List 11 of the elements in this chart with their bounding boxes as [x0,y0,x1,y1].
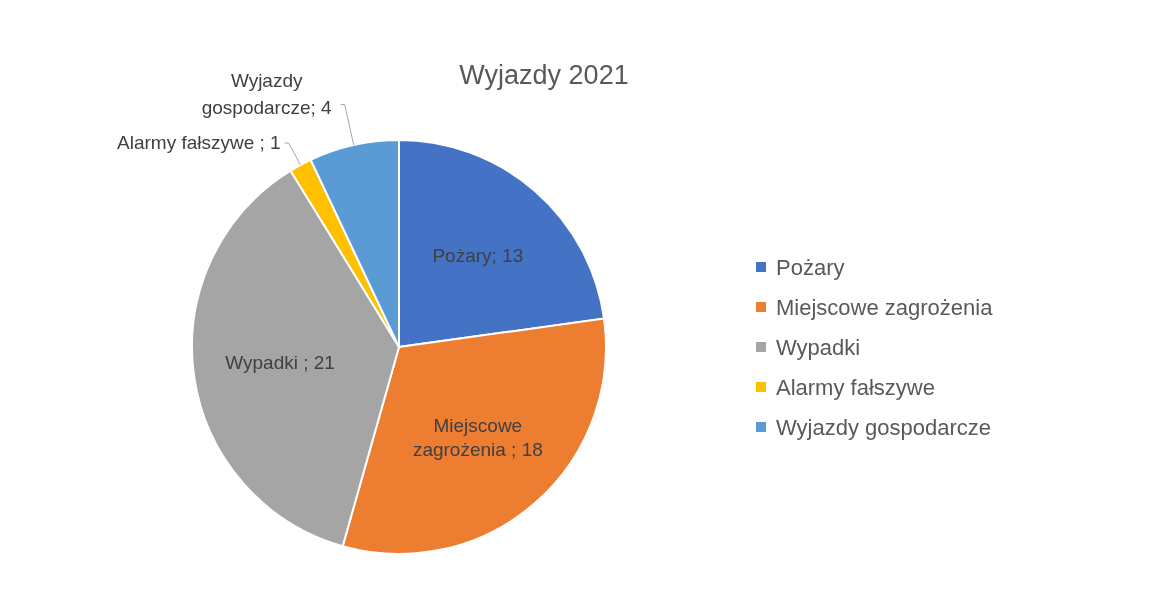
chart-title: Wyjazdy 2021 [459,60,629,90]
data-label: Miejscowe zagrożenia ; 18 [412,414,543,460]
data-label: Pożary; 13 [432,245,524,267]
data-label: Wypadki ; 21 [225,352,335,374]
data-label: Alarmy fałszywe ; 1 [117,132,281,154]
legend-label: Wyjazdy gospodarcze [776,415,992,440]
legend-label: Wypadki [776,335,861,360]
legend-label: Alarmy fałszywe [776,375,935,400]
data-label: Wyjazdy gospodarcze; 4 [201,69,333,118]
legend-label: Miejscowe zagrożenia [776,295,994,320]
legend-label: Pożary [776,255,845,280]
